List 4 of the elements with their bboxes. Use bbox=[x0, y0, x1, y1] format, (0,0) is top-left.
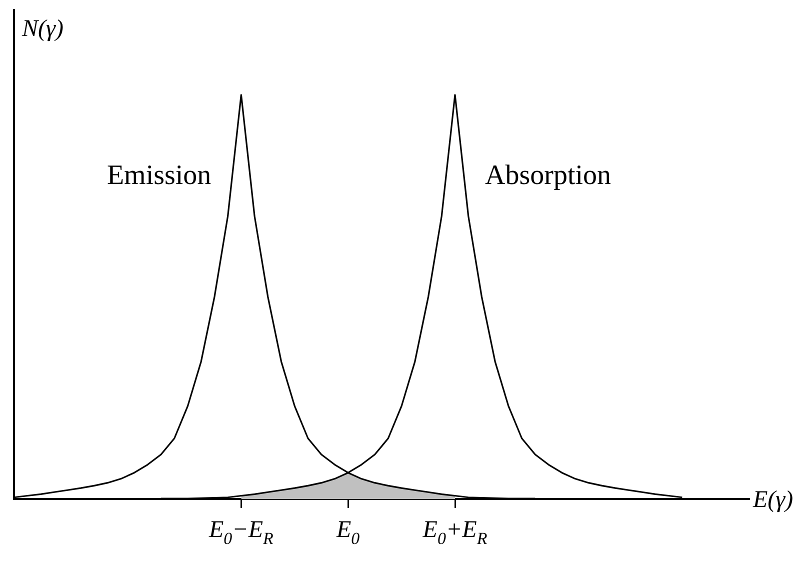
series-label: Emission bbox=[106, 160, 212, 192]
x-axis-title: E(γ) bbox=[752, 487, 794, 513]
y-axis-title: N(γ) bbox=[21, 16, 64, 42]
series-label: Absorption bbox=[485, 160, 611, 192]
